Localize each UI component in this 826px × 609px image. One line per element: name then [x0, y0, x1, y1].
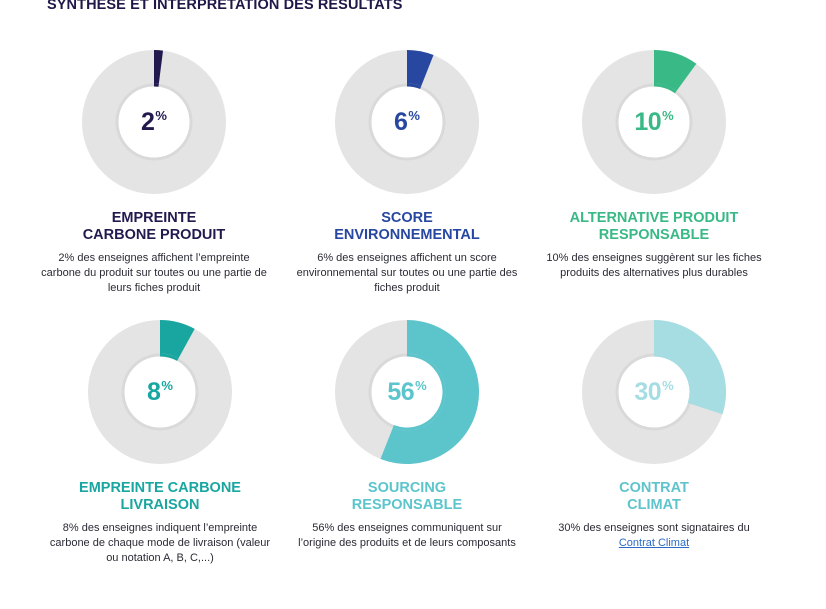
card-title-line-1: EMPREINTE CARBONE — [79, 480, 241, 496]
card-title-line-1: SCORE — [381, 210, 433, 226]
donut-inner-arc — [653, 353, 693, 404]
card-title-line-1: CONTRAT — [619, 480, 689, 496]
card-title: ALTERNATIVE PRODUIT RESPONSABLE — [534, 210, 774, 244]
donut-inner-arc — [406, 83, 422, 90]
card-title-line-1: EMPREINTE — [111, 210, 197, 226]
stat-card-contrat-climat: 30% CONTRAT CLIMAT 30% des enseignes son… — [524, 317, 784, 551]
donut-inner-arc — [159, 353, 179, 361]
donut-center — [123, 91, 185, 153]
donut-inner-arc — [392, 353, 446, 431]
donut-chart: 10% — [579, 47, 729, 197]
donut-center — [623, 361, 685, 423]
card-description: 56% des enseignes communiquent sur l’ori… — [298, 522, 516, 549]
page-title: SYNTHESE ET INTERPRETATION DES RESULTATS — [47, 0, 403, 13]
donut-center — [376, 361, 438, 423]
donut-center — [129, 361, 191, 423]
card-description-text: 30% des enseignes sont signataires du — [558, 522, 750, 534]
card-title-line-1: ALTERNATIVE PRODUIT — [569, 210, 739, 226]
card-title-line-2: RESPONSABLE — [598, 227, 710, 243]
card-description: 8% des enseignes indiquent l’empreinte c… — [49, 522, 271, 564]
card-title: SOURCING RESPONSABLE — [287, 480, 527, 514]
donut-chart: 2% — [79, 47, 229, 197]
donut-center — [376, 91, 438, 153]
card-description: 10% des enseignes suggèrent sur les fich… — [546, 252, 762, 279]
donut-chart: 56% — [332, 317, 482, 467]
card-description: 2% des enseignes affichent l’empreinte c… — [41, 252, 267, 294]
card-title-line-2: CLIMAT — [627, 497, 681, 513]
donut-chart: 8% — [85, 317, 235, 467]
stat-card-score-environnemental: 6% SCORE ENVIRONNEMENTAL 6% des enseigne… — [277, 47, 537, 296]
card-title-line-2: ENVIRONNEMENTAL — [334, 227, 480, 243]
donut-svg — [335, 320, 480, 464]
donut-svg — [582, 320, 727, 464]
stat-card-empreinte-carbone-produit: 2% EMPREINTE CARBONE PRODUIT 2% des ense… — [24, 47, 284, 296]
card-description: 30% des enseignes sont signataires du Co… — [540, 521, 768, 551]
donut-inner-arc — [653, 83, 677, 94]
card-title: EMPREINTE CARBONE LIVRAISON — [40, 480, 280, 514]
card-title-line-2: RESPONSABLE — [351, 497, 463, 513]
card-title-line-2: LIVRAISON — [120, 497, 200, 513]
donut-chart: 30% — [579, 317, 729, 467]
donut-svg — [335, 50, 479, 194]
contrat-climat-link[interactable]: Contrat Climat — [618, 537, 690, 549]
card-title: EMPREINTE CARBONE PRODUIT — [34, 210, 274, 244]
stat-card-empreinte-carbone-livraison: 8% EMPREINTE CARBONE LIVRAISON 8% des en… — [30, 317, 290, 566]
donut-center — [623, 91, 685, 153]
donut-svg — [82, 50, 226, 194]
card-title: CONTRAT CLIMAT — [534, 480, 774, 514]
donut-chart: 6% — [332, 47, 482, 197]
card-title-line-2: CARBONE PRODUIT — [82, 227, 226, 243]
card-description: 6% des enseignes affichent un score envi… — [296, 252, 518, 294]
card-title-line-1: SOURCING — [367, 480, 447, 496]
stat-card-alternative-produit-responsable: 10% ALTERNATIVE PRODUIT RESPONSABLE 10% … — [524, 47, 784, 281]
stat-card-sourcing-responsable: 56% SOURCING RESPONSABLE 56% des enseign… — [277, 317, 537, 551]
donut-svg — [582, 50, 726, 194]
card-title: SCORE ENVIRONNEMENTAL — [287, 210, 527, 244]
donut-svg — [88, 320, 232, 464]
